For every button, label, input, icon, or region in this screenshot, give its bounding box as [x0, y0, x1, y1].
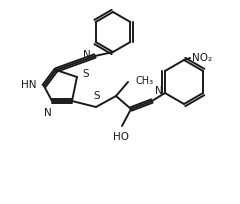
Text: N: N: [83, 50, 91, 60]
Text: S: S: [82, 69, 89, 79]
Text: CH₃: CH₃: [136, 76, 154, 86]
Text: HO: HO: [113, 132, 129, 142]
Text: NO₂: NO₂: [192, 53, 212, 63]
Text: N: N: [44, 108, 52, 118]
Text: HN: HN: [22, 80, 37, 90]
Text: N: N: [155, 86, 163, 96]
Text: S: S: [94, 91, 100, 101]
